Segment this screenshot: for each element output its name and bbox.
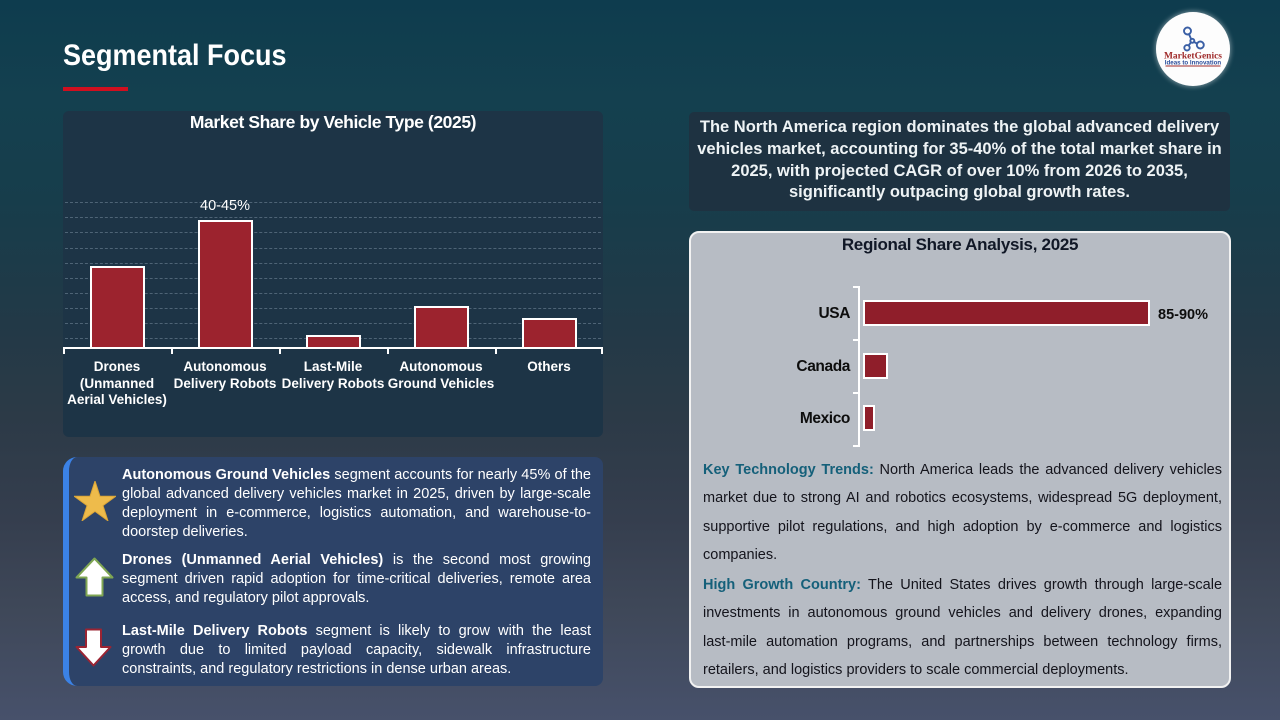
svg-text:Ideas to Innovation: Ideas to Innovation [1165, 60, 1222, 67]
svg-text:MarketGenics: MarketGenics [1164, 52, 1222, 62]
